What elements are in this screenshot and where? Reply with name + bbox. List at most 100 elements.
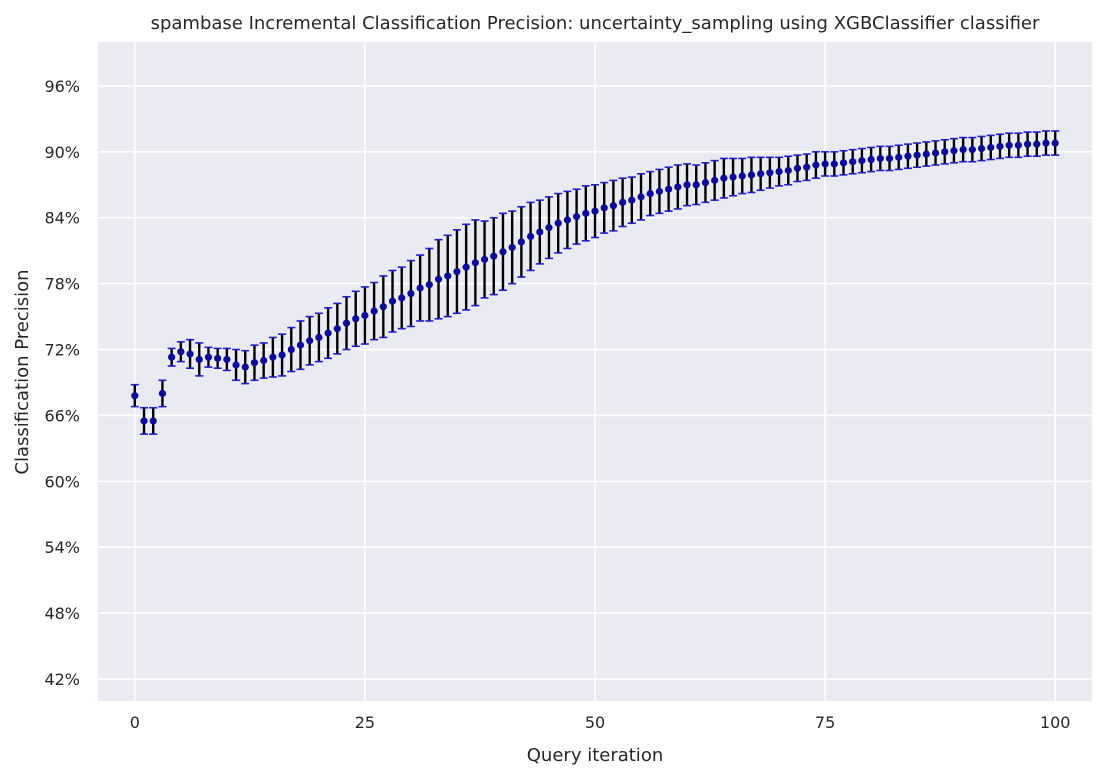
data-point	[977, 144, 986, 153]
data-point	[867, 155, 875, 164]
data-point	[683, 181, 691, 189]
data-point	[839, 159, 848, 167]
data-point	[996, 142, 1004, 150]
data-point	[655, 187, 664, 195]
data-point	[830, 160, 838, 168]
data-point	[250, 359, 259, 367]
data-point	[131, 392, 139, 400]
data-point	[158, 389, 167, 398]
data-point	[140, 417, 148, 425]
data-point	[563, 216, 571, 224]
data-point	[499, 248, 507, 256]
y-tick-label: 84%	[44, 209, 80, 228]
data-point	[885, 154, 894, 163]
data-point	[186, 350, 194, 358]
y-tick-label: 72%	[44, 341, 80, 360]
data-point	[720, 174, 728, 182]
data-point	[959, 146, 967, 154]
data-point	[324, 329, 332, 337]
data-point	[904, 152, 912, 160]
data-point	[508, 243, 516, 251]
data-point	[149, 417, 157, 425]
data-point	[775, 168, 783, 176]
data-point	[793, 164, 802, 172]
data-point	[738, 172, 746, 180]
y-tick-label: 66%	[44, 406, 80, 425]
y-tick-label: 90%	[44, 143, 80, 162]
data-point	[462, 263, 470, 271]
data-point	[784, 166, 792, 175]
data-point	[600, 204, 608, 212]
x-tick-labels: 0 25 50 75 100	[130, 713, 1071, 732]
data-point	[1005, 141, 1013, 149]
data-point	[444, 272, 452, 280]
y-axis-label: Classification Precision	[12, 269, 33, 474]
data-point	[306, 337, 314, 345]
y-tick-label: 42%	[44, 670, 80, 689]
data-point	[480, 255, 489, 264]
data-point	[821, 160, 829, 168]
data-point	[315, 333, 323, 342]
y-tick-labels: 42% 48% 54% 60% 66% 72% 78% 84% 90% 96%	[44, 77, 80, 689]
data-point	[711, 176, 719, 184]
data-point	[526, 232, 535, 241]
data-point	[766, 169, 774, 177]
data-point	[1042, 139, 1050, 147]
data-point	[204, 353, 213, 361]
y-tick-label: 48%	[44, 604, 80, 623]
data-point	[628, 196, 636, 204]
data-point	[416, 284, 424, 292]
data-points	[131, 139, 1059, 425]
data-point	[582, 209, 590, 217]
data-point	[812, 161, 820, 169]
data-point	[471, 259, 479, 267]
data-point	[407, 289, 415, 298]
data-point	[637, 193, 645, 201]
data-point	[895, 153, 903, 161]
data-point	[665, 185, 673, 193]
data-point	[425, 281, 433, 289]
data-point	[692, 181, 700, 189]
data-point	[701, 178, 710, 187]
data-point	[545, 224, 553, 232]
data-point	[913, 151, 921, 159]
data-point	[517, 238, 525, 246]
data-point	[931, 149, 940, 157]
data-point	[398, 294, 406, 302]
data-point	[342, 319, 351, 327]
data-point	[168, 353, 176, 361]
data-point	[388, 297, 397, 305]
data-point	[987, 143, 995, 152]
y-tick-label: 96%	[44, 77, 80, 96]
y-tick-label: 78%	[44, 275, 80, 294]
data-point	[333, 325, 341, 333]
data-point	[379, 303, 387, 311]
x-tick-label: 75	[815, 713, 835, 732]
data-point	[1014, 141, 1022, 149]
data-point	[968, 146, 976, 154]
data-point	[214, 354, 222, 362]
data-point	[950, 147, 958, 155]
data-point	[757, 170, 765, 178]
data-point	[729, 173, 737, 181]
data-point	[296, 341, 305, 349]
y-tick-label: 60%	[44, 472, 80, 491]
data-point	[1033, 140, 1041, 148]
data-point	[269, 353, 277, 361]
data-point	[922, 150, 930, 158]
data-point	[490, 252, 498, 260]
data-point	[453, 267, 461, 276]
data-point	[287, 345, 295, 354]
data-point	[195, 355, 203, 364]
data-point	[241, 363, 249, 371]
data-point	[747, 171, 756, 179]
data-point	[591, 207, 599, 215]
data-point	[674, 183, 682, 191]
data-point	[223, 355, 231, 364]
x-tick-label: 0	[130, 713, 140, 732]
data-point	[370, 307, 378, 315]
chart-title: spambase Incremental Classification Prec…	[151, 13, 1040, 34]
data-point	[278, 351, 286, 359]
data-point	[361, 311, 369, 320]
